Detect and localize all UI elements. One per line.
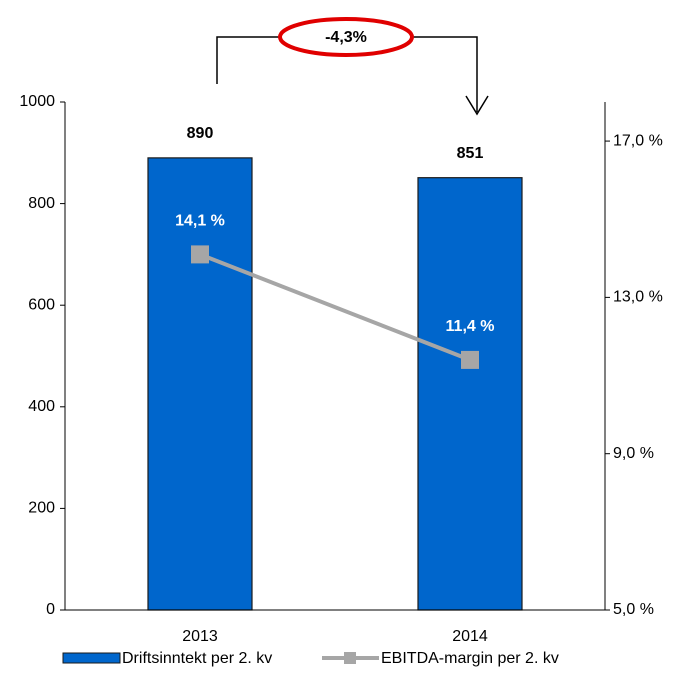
legend-marker — [344, 652, 356, 664]
y-tick-label: 1000 — [19, 93, 55, 110]
y-tick-label: 800 — [28, 195, 55, 212]
annotation-ellipse — [278, 17, 414, 57]
bar-value-label: 851 — [457, 145, 484, 162]
y2-tick-label: 17,0 % — [613, 132, 663, 149]
change-arrow — [465, 95, 489, 116]
y2-tick-label: 9,0 % — [613, 445, 654, 462]
y2-tick-label: 5,0 % — [613, 601, 654, 618]
y-tick-label: 600 — [28, 296, 55, 313]
bar — [417, 177, 523, 611]
x-tick-label: 2014 — [452, 628, 488, 645]
x-tick-label: 2013 — [182, 628, 218, 645]
bar-value-label: 890 — [187, 125, 214, 142]
legend-label: EBITDA-margin per 2. kv — [381, 650, 559, 667]
annotation: -4,3% — [325, 29, 367, 46]
legend-swatch — [62, 652, 121, 664]
line — [199, 252, 471, 362]
bar — [147, 157, 253, 611]
y2-tick-label: 13,0 % — [613, 289, 663, 306]
line-marker — [461, 350, 479, 369]
y-tick-label: 0 — [46, 601, 55, 618]
line-marker — [191, 245, 209, 264]
legend-label: Driftsinntekt per 2. kv — [122, 650, 272, 667]
line-value-label: 14,1 % — [175, 213, 225, 230]
y-tick-label: 400 — [28, 398, 55, 415]
line-value-label: 11,4 % — [446, 318, 495, 335]
y-tick-label: 200 — [28, 500, 55, 517]
